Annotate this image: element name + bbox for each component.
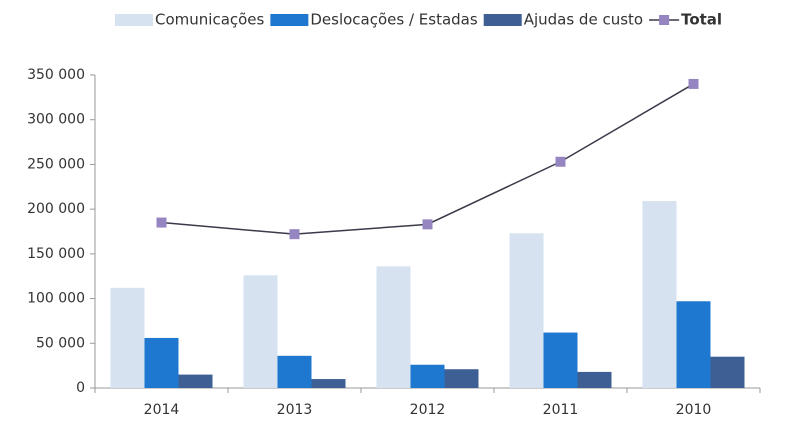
y-tick-label: 50 000 bbox=[36, 335, 85, 351]
total-line bbox=[161, 83, 694, 235]
bar bbox=[178, 374, 213, 388]
y-tick-label: 250 000 bbox=[27, 156, 85, 172]
x-tick-label: 2010 bbox=[676, 402, 712, 418]
x-tick-label: 2014 bbox=[144, 402, 180, 418]
bar bbox=[277, 355, 312, 388]
bar bbox=[577, 371, 612, 388]
y-tick-label: 200 000 bbox=[27, 201, 85, 217]
y-tick-label: 100 000 bbox=[27, 291, 85, 307]
total-marker bbox=[555, 156, 566, 167]
total-marker bbox=[289, 229, 300, 240]
x-tick-label: 2013 bbox=[277, 402, 313, 418]
bar bbox=[509, 233, 544, 388]
bar bbox=[543, 332, 578, 388]
bar bbox=[110, 287, 145, 388]
x-tick-label: 2012 bbox=[410, 402, 446, 418]
total-marker bbox=[156, 217, 167, 228]
y-tick-label: 150 000 bbox=[27, 246, 85, 262]
bar bbox=[676, 301, 711, 388]
legend-swatch bbox=[115, 14, 153, 26]
legend-swatch bbox=[659, 15, 670, 25]
bar bbox=[710, 356, 745, 388]
legend-label: Total bbox=[681, 11, 722, 29]
total-marker bbox=[688, 78, 699, 89]
bar bbox=[144, 337, 179, 388]
y-tick-label: 300 000 bbox=[27, 112, 85, 128]
bar bbox=[311, 379, 346, 388]
total-marker bbox=[422, 219, 433, 230]
bar bbox=[376, 266, 411, 388]
legend-swatch bbox=[270, 14, 309, 26]
legend-label: Deslocações / Estadas bbox=[310, 11, 478, 29]
y-tick-label: 0 bbox=[76, 380, 85, 396]
bar bbox=[243, 275, 278, 388]
legend-label: Comunicações bbox=[155, 11, 265, 29]
legend-swatch bbox=[483, 14, 522, 26]
y-tick-label: 350 000 bbox=[27, 67, 85, 83]
x-tick-label: 2011 bbox=[543, 402, 579, 418]
legend-label: Ajudas de custo bbox=[524, 11, 643, 29]
bar bbox=[642, 201, 677, 388]
bar bbox=[410, 364, 445, 388]
bar bbox=[444, 369, 479, 388]
